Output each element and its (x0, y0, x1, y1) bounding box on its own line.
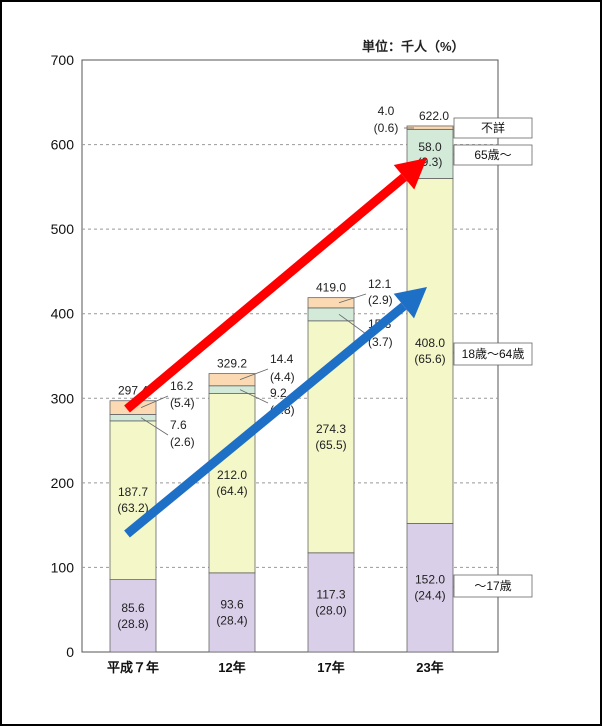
legend-label: 18歳～64歳 (462, 347, 525, 361)
bar-segment (109, 414, 157, 422)
leader-line (239, 368, 269, 381)
data-label: 7.6 (170, 418, 187, 432)
bar-segment (307, 307, 355, 322)
legend-box (453, 342, 533, 366)
x-tick-label: 12年 (218, 660, 245, 675)
legend-box (453, 574, 533, 598)
bar-segment (109, 579, 157, 653)
bar-segment (307, 552, 355, 653)
blue-arrow-head (393, 287, 427, 319)
legend-box (453, 144, 533, 166)
data-label: (2.9) (368, 293, 393, 307)
data-label: 4.0 (378, 104, 395, 118)
leader-line (140, 417, 169, 436)
data-label: (65.6) (414, 352, 445, 366)
data-label: 93.6 (220, 597, 244, 611)
x-tick-label: 23年 (416, 660, 443, 675)
y-tick-label: 400 (51, 306, 75, 322)
bar-segment (208, 385, 256, 394)
data-label: 14.4 (270, 352, 294, 366)
data-label: 85.6 (121, 601, 145, 615)
data-label: 419.0 (316, 281, 346, 295)
data-label: (64.4) (216, 484, 247, 498)
bar-segment (307, 320, 355, 554)
data-label: (3.7) (368, 335, 393, 349)
bar-segment (208, 393, 256, 574)
bar-segment (208, 373, 256, 387)
data-label: 408.0 (415, 336, 445, 350)
data-label: 622.0 (419, 109, 449, 123)
data-label: 12.1 (368, 277, 392, 291)
leader-line (239, 389, 269, 404)
data-label: (24.4) (414, 589, 445, 603)
y-tick-label: 200 (51, 475, 75, 491)
data-label: (0.6) (374, 121, 399, 135)
data-label: 329.2 (217, 357, 247, 371)
bar-segment (307, 297, 355, 309)
data-label: 9.2 (270, 386, 287, 400)
bar-segment (406, 177, 454, 524)
data-label: 16.2 (170, 379, 194, 393)
leader-line (338, 314, 367, 335)
bar-segment (109, 420, 157, 581)
data-label: 117.3 (316, 587, 345, 601)
red-arrow-head (393, 158, 427, 190)
data-label: (65.5) (315, 438, 346, 452)
y-tick-label: 500 (51, 221, 75, 237)
y-tick-label: 300 (51, 390, 75, 406)
y-tick-label: 0 (66, 644, 74, 660)
legend-label: 65歳～ (474, 148, 511, 162)
x-tick-label: 17年 (317, 660, 344, 675)
leader-line (338, 293, 367, 304)
bar-segment (406, 523, 454, 653)
data-label: (4.4) (270, 370, 295, 384)
blue-arrow-shaft (124, 302, 407, 538)
unit-label: 単位：千人（%） (362, 39, 465, 54)
bar-segment (208, 572, 256, 653)
data-label: (28.8) (117, 617, 148, 631)
data-label: 187.7 (118, 485, 148, 499)
leader-line (140, 395, 169, 408)
legend-label: 不詳 (481, 120, 505, 135)
data-label: (5.4) (170, 396, 195, 410)
data-label: (28.0) (315, 603, 346, 617)
y-tick-label: 700 (51, 52, 75, 68)
data-label: (28.4) (216, 613, 247, 627)
data-label: (2.6) (170, 435, 195, 449)
data-label: 152.0 (415, 573, 445, 587)
legend-label: ～17歳 (474, 579, 511, 593)
y-tick-label: 600 (51, 137, 75, 153)
red-arrow-shaft (124, 173, 407, 413)
data-label: 274.3 (316, 422, 346, 436)
data-label: (63.2) (117, 501, 148, 515)
data-label: 212.0 (217, 468, 247, 482)
x-tick-label: 平成７年 (107, 660, 159, 675)
y-tick-label: 100 (51, 559, 75, 575)
legend-box (453, 117, 533, 139)
data-label: 58.0 (418, 140, 442, 154)
